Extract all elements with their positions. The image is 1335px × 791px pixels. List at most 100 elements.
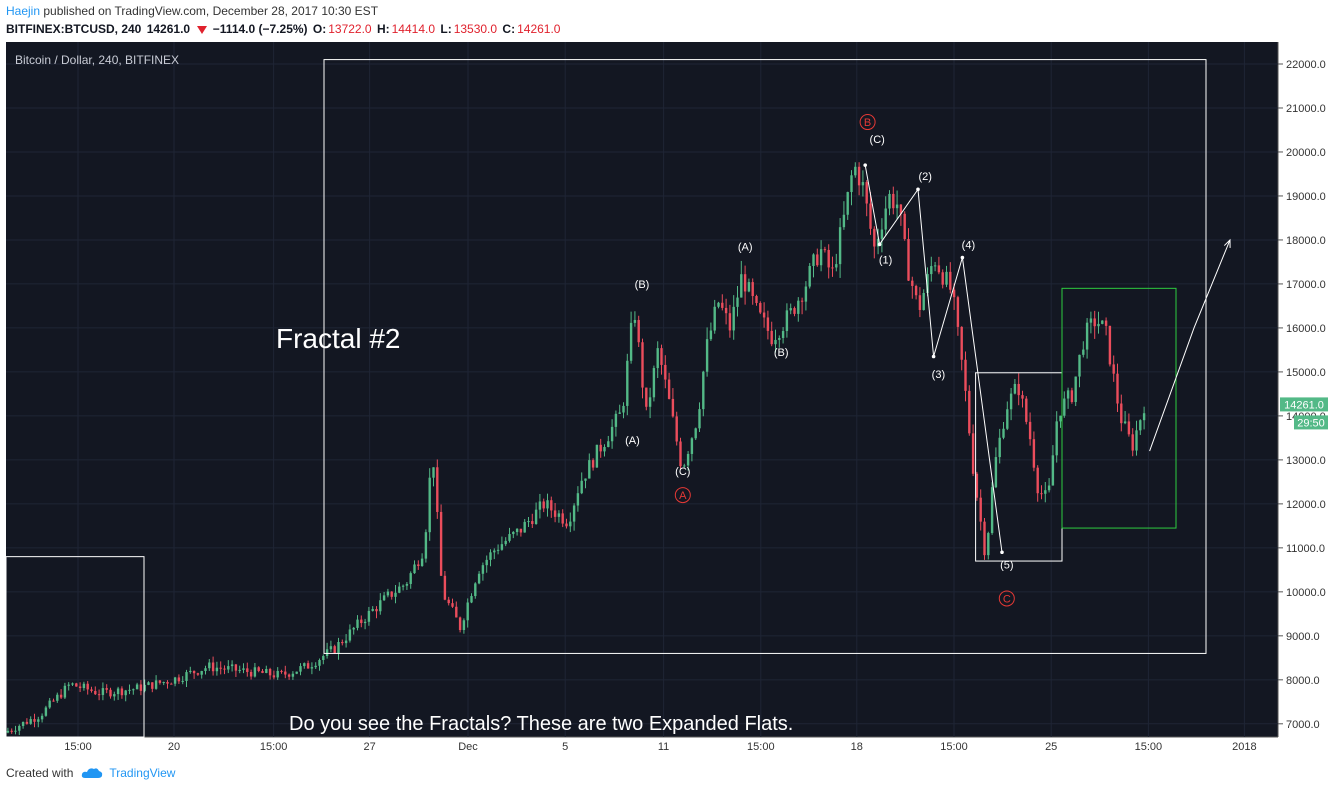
candle-body <box>272 675 276 678</box>
candle-body <box>903 213 906 239</box>
candle-body <box>774 339 777 345</box>
candle-body <box>371 609 374 611</box>
candle-body <box>143 684 146 691</box>
candle-body <box>907 238 910 281</box>
candle-body <box>816 254 819 266</box>
candle-body <box>534 509 538 525</box>
candle-body <box>778 337 781 340</box>
candle-body <box>276 670 279 678</box>
x-tick-label: 15:00 <box>747 741 775 753</box>
candle-body <box>287 674 291 677</box>
candle-body <box>945 271 948 285</box>
time-scale[interactable] <box>6 737 1278 757</box>
candle-body <box>531 521 534 525</box>
price-scale[interactable] <box>1278 42 1335 737</box>
caption-text: Do you see the Fractals? These are two E… <box>289 713 793 735</box>
candle-body <box>181 680 184 682</box>
y-tick-label: 13000.0 <box>1286 455 1326 467</box>
last-price: 14261.0 <box>146 22 191 36</box>
candle-body <box>173 677 177 684</box>
candle-body <box>629 322 633 361</box>
candle-body <box>952 289 956 298</box>
candle-body <box>622 405 625 413</box>
y-tick-label: 9000.0 <box>1286 631 1320 643</box>
candle-body <box>166 681 169 684</box>
candle-body <box>812 254 815 266</box>
y-tick-label: 10000.0 <box>1286 587 1326 599</box>
candle-body <box>861 182 865 186</box>
candle-body <box>86 683 89 690</box>
candle-body <box>743 274 747 292</box>
candle-body <box>37 719 40 722</box>
candle-body <box>926 274 929 293</box>
candle-body <box>379 600 382 612</box>
candle-body <box>246 668 249 672</box>
candle-body <box>652 368 656 398</box>
candle-body <box>914 285 918 296</box>
wave-label: A <box>679 490 687 502</box>
candle-body <box>219 667 222 669</box>
candle-body <box>675 416 678 442</box>
candle-body <box>671 398 675 417</box>
candle-body <box>466 602 469 621</box>
candle-body <box>356 619 359 628</box>
high-label: H: <box>376 22 390 36</box>
candle-body <box>880 229 884 239</box>
y-tick-label: 8000.0 <box>1286 675 1320 687</box>
candle-body <box>257 667 260 671</box>
candle-body <box>690 438 694 454</box>
candle-body <box>1025 398 1028 422</box>
candle-body <box>462 620 466 630</box>
candle-body <box>1127 421 1131 435</box>
candle-body <box>686 453 690 466</box>
price-change: −1114.0 (−7.25%) <box>212 22 308 36</box>
candle-body <box>542 501 545 509</box>
candle-body <box>648 397 652 407</box>
candle-body <box>747 282 751 292</box>
candle-body <box>303 663 306 667</box>
box-fractal1 <box>5 556 145 738</box>
tradingview-link[interactable]: TradingView <box>109 766 176 780</box>
candle-body <box>470 596 473 603</box>
candle-body <box>835 264 838 268</box>
candle-body <box>428 477 431 533</box>
candle-body <box>1108 325 1112 365</box>
wave-point <box>877 242 882 247</box>
candle-body <box>97 694 101 696</box>
candle-body <box>154 680 158 689</box>
candle-body <box>1093 318 1096 327</box>
author-link[interactable]: Haejin <box>6 4 41 18</box>
candle-body <box>922 292 925 310</box>
candle-body <box>139 684 143 691</box>
candle-body <box>44 707 48 716</box>
last-price-badge: 14261.0 <box>1280 397 1328 412</box>
price-chart[interactable]: (B) (A) (C) A (A) (B) B (C) (2) (1) (4) (3) (5) C 700… <box>0 42 1335 762</box>
candle-body <box>200 671 203 675</box>
wave-point <box>960 255 965 260</box>
arrow-head <box>1223 238 1231 248</box>
candle-body <box>322 655 325 660</box>
fractal-label: Fractal #2 <box>276 323 401 354</box>
candle-body <box>1040 493 1043 495</box>
y-tick-label: 22000.0 <box>1286 59 1326 71</box>
candle-body <box>94 690 97 695</box>
candle-body <box>390 591 393 597</box>
candle-body <box>838 227 842 265</box>
candle-body <box>147 682 150 685</box>
candle-body <box>185 672 188 681</box>
candle-body <box>975 473 979 498</box>
close-value: 14261.0 <box>517 22 561 36</box>
chart-title: Bitcoin / Dollar, 240, BITFINEX <box>15 53 179 67</box>
box-fractal2 <box>323 59 1207 654</box>
candle-body <box>584 478 587 481</box>
candle-body <box>158 680 162 683</box>
candle-body <box>352 627 355 630</box>
wave-point <box>863 163 867 167</box>
candle-body <box>405 583 409 586</box>
candle-body <box>401 585 405 587</box>
candle-body <box>983 521 986 556</box>
candle-body <box>869 203 872 229</box>
candle-body <box>1009 393 1013 410</box>
candle-body <box>641 342 644 388</box>
timer-badge: 29:50 <box>1294 415 1328 430</box>
